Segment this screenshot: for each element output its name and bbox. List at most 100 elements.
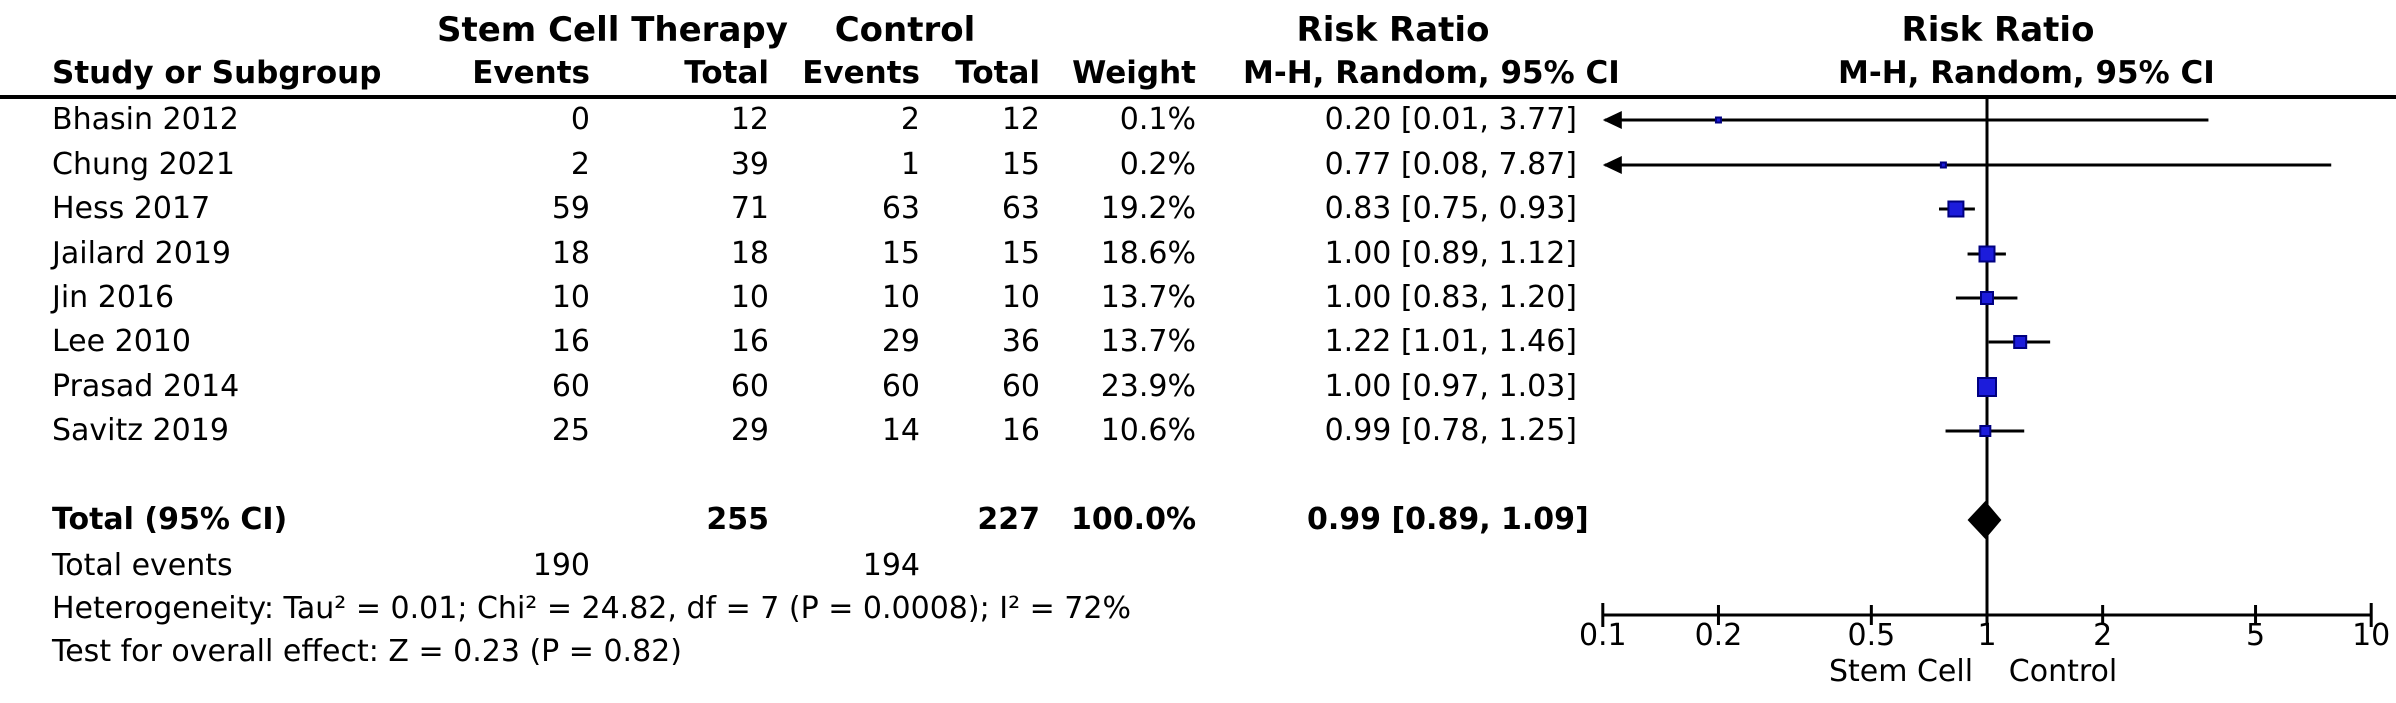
x-axis-tick-label: 5 [2246, 618, 2265, 653]
rr-ci-cell: 0.99 [0.78, 1.25] [1324, 413, 1577, 448]
events-sct-cell: 2 [570, 147, 590, 182]
total-ctrl-cell: 15 [1001, 147, 1040, 182]
total-weight-value: 100.0% [1071, 502, 1196, 537]
column-header-events-ctrl: Events [802, 55, 920, 91]
rr-ci-cell: 1.00 [0.89, 1.12] [1324, 236, 1577, 271]
column-header-events-sct: Events [472, 55, 590, 91]
events-sct-cell: 0 [570, 102, 590, 137]
total-ctrl-cell: 15 [1001, 236, 1040, 271]
header-separator-line [0, 95, 2396, 99]
events-ctrl-cell: 2 [900, 102, 920, 137]
events-sct-cell: 59 [551, 191, 590, 226]
total-sct-cell: 29 [730, 413, 769, 448]
summary-diamond [1967, 501, 2002, 539]
study-name-cell: Jin 2016 [52, 280, 175, 315]
total-ctrl-cell: 36 [1001, 324, 1040, 359]
x-axis-tick-label: 10 [2352, 618, 2390, 653]
weight-cell: 13.7% [1100, 280, 1196, 315]
weight-cell: 0.1% [1119, 102, 1196, 137]
weight-cell: 0.2% [1119, 147, 1196, 182]
ci-clipped-left-arrow-icon [1602, 156, 1622, 174]
events-ctrl-cell: 1 [900, 147, 920, 182]
total-row-label: Total (95% CI) [52, 502, 288, 537]
total-sct-cell: 71 [730, 191, 769, 226]
total-sct-cell: 39 [730, 147, 769, 182]
column-header-total-sct: Total [684, 55, 769, 91]
weight-cell: 13.7% [1100, 324, 1196, 359]
x-axis-tick-label: 0.1 [1579, 618, 1627, 653]
study-name-cell: Jailard 2019 [52, 236, 232, 271]
total-events-label: Total events [52, 548, 233, 583]
risk-ratio-title-plot-column: Risk Ratio [1901, 10, 2095, 50]
group-header-control: Control [834, 10, 976, 50]
effect-size-square [1978, 245, 1996, 263]
axis-label-stem-cell: Stem Cell [1829, 654, 1973, 689]
column-header-study: Study or Subgroup [52, 55, 382, 91]
column-header-weight: Weight [1072, 55, 1196, 91]
effect-size-square [1714, 116, 1722, 124]
events-sct-cell: 16 [551, 324, 590, 359]
heterogeneity-stats: Heterogeneity: Tau² = 0.01; Chi² = 24.82… [52, 591, 1131, 626]
events-ctrl-cell: 15 [881, 236, 920, 271]
rr-ci-cell: 1.22 [1.01, 1.46] [1324, 324, 1577, 359]
effect-size-square [1980, 291, 1994, 305]
weight-cell: 19.2% [1100, 191, 1196, 226]
group-header-stem-cell-therapy: Stem Cell Therapy [437, 10, 788, 50]
study-name-cell: Prasad 2014 [52, 369, 240, 404]
effect-size-square [1947, 200, 1965, 218]
total-events-ctrl: 194 [862, 548, 920, 583]
effect-size-square [1979, 425, 1992, 437]
rr-ci-cell: 0.77 [0.08, 7.87] [1324, 147, 1577, 182]
events-ctrl-cell: 63 [881, 191, 920, 226]
total-ctrl-value: 227 [977, 502, 1040, 537]
ci-clipped-left-arrow-icon [1602, 111, 1622, 129]
axis-label-control: Control [2009, 654, 2117, 689]
column-header-mh-random-ci-plot: M-H, Random, 95% CI [1838, 55, 2215, 91]
events-ctrl-cell: 29 [881, 324, 920, 359]
weight-cell: 10.6% [1100, 413, 1196, 448]
study-name-cell: Chung 2021 [52, 147, 235, 182]
rr-ci-cell: 0.20 [0.01, 3.77] [1324, 102, 1577, 137]
events-sct-cell: 18 [551, 236, 590, 271]
total-sct-value: 255 [706, 502, 769, 537]
total-ctrl-cell: 10 [1001, 280, 1040, 315]
events-ctrl-cell: 14 [881, 413, 920, 448]
study-name-cell: Lee 2010 [52, 324, 191, 359]
total-sct-cell: 10 [730, 280, 769, 315]
total-sct-cell: 60 [730, 369, 769, 404]
weight-cell: 18.6% [1100, 236, 1196, 271]
study-name-cell: Savitz 2019 [52, 413, 229, 448]
total-ctrl-cell: 16 [1001, 413, 1040, 448]
events-sct-cell: 10 [551, 280, 590, 315]
effect-size-square [2013, 335, 2028, 349]
total-ctrl-cell: 63 [1001, 191, 1040, 226]
rr-ci-cell: 0.83 [0.75, 0.93] [1324, 191, 1577, 226]
column-header-total-ctrl: Total [955, 55, 1040, 91]
effect-size-square [1939, 161, 1947, 169]
x-axis-tick-label: 2 [2093, 618, 2112, 653]
total-sct-cell: 12 [730, 102, 769, 137]
total-rr-ci-value: 0.99 [0.89, 1.09] [1307, 502, 1589, 537]
rr-ci-cell: 1.00 [0.83, 1.20] [1324, 280, 1577, 315]
study-name-cell: Hess 2017 [52, 191, 211, 226]
rr-ci-cell: 1.00 [0.97, 1.03] [1324, 369, 1577, 404]
risk-ratio-title-text-column: Risk Ratio [1296, 10, 1490, 50]
x-axis-tick-label: 0.5 [1847, 618, 1895, 653]
total-ctrl-cell: 60 [1001, 369, 1040, 404]
weight-cell: 23.9% [1100, 369, 1196, 404]
x-axis-tick-label: 1 [1977, 618, 1996, 653]
total-sct-cell: 16 [730, 324, 769, 359]
total-sct-cell: 18 [730, 236, 769, 271]
overall-effect-stats: Test for overall effect: Z = 0.23 (P = 0… [52, 634, 682, 669]
events-sct-cell: 60 [551, 369, 590, 404]
effect-size-square [1977, 377, 1997, 397]
total-ctrl-cell: 12 [1001, 102, 1040, 137]
events-ctrl-cell: 10 [881, 280, 920, 315]
total-events-sct: 190 [532, 548, 590, 583]
x-axis-tick-label: 0.2 [1695, 618, 1743, 653]
events-ctrl-cell: 60 [881, 369, 920, 404]
study-name-cell: Bhasin 2012 [52, 102, 239, 137]
events-sct-cell: 25 [551, 413, 590, 448]
